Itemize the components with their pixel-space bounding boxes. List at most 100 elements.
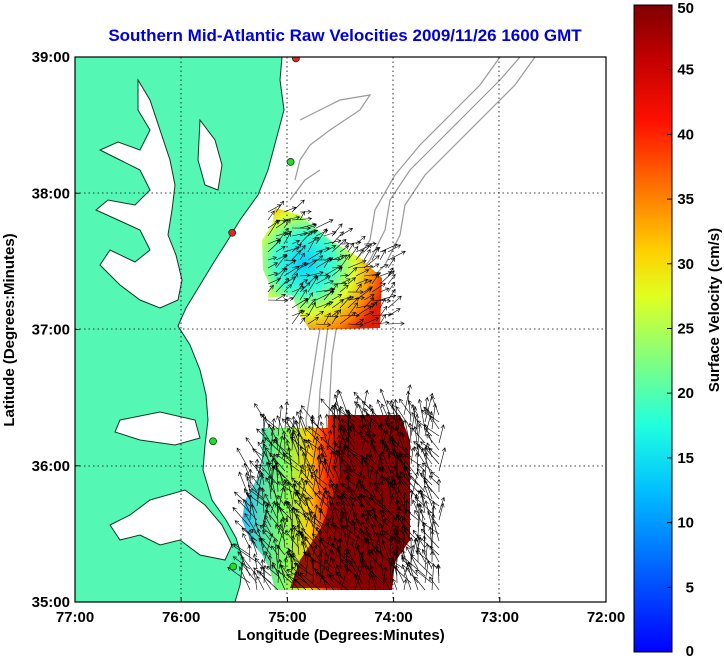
velocity-arrow <box>414 452 420 472</box>
velocity-arrow <box>293 562 314 577</box>
velocity-arrow <box>283 260 297 269</box>
velocity-arrow <box>379 270 395 285</box>
velocity-arrow <box>363 241 377 246</box>
velocity-arrow <box>262 529 272 542</box>
velocity-arrow <box>299 279 309 285</box>
velocity-arrow <box>291 566 314 591</box>
velocity-arrow <box>368 438 375 458</box>
velocity-arrow <box>367 429 377 458</box>
velocity-arrow <box>259 524 279 542</box>
velocity-arrow <box>304 536 321 563</box>
velocity-arrow <box>299 531 307 563</box>
velocity-arrow <box>323 565 335 577</box>
velocity-arrow <box>341 482 363 507</box>
velocity-arrow <box>274 462 279 493</box>
velocity-arrow <box>356 543 363 570</box>
velocity-arrow <box>394 533 412 549</box>
y-tick-label: 37:00 <box>32 322 70 339</box>
velocity-arrow <box>339 278 351 285</box>
velocity-arrow <box>340 418 363 437</box>
velocity-arrow <box>280 564 300 591</box>
velocity-arrow <box>291 216 313 222</box>
velocity-arrow <box>339 284 349 293</box>
y-tick-label: 38:00 <box>32 185 70 202</box>
velocity-arrow <box>311 558 316 584</box>
velocity-arrow <box>315 228 328 245</box>
grid-lines <box>75 57 606 602</box>
velocity-arrow <box>424 543 430 570</box>
velocity-arrow <box>247 484 265 500</box>
velocity-arrow <box>310 471 328 486</box>
velocity-arrow <box>346 453 356 472</box>
velocity-arrow <box>386 400 405 423</box>
velocity-arrow <box>342 469 356 479</box>
velocity-arrow <box>438 424 445 444</box>
velocity-arrow <box>414 493 420 507</box>
velocity-arrow <box>370 547 377 570</box>
velocity-arrow <box>379 563 384 577</box>
velocity-arrow <box>379 439 391 451</box>
velocity-arrow <box>387 288 396 301</box>
velocity-arrow <box>296 411 307 437</box>
velocity-arrow <box>429 415 440 430</box>
velocity-arrow <box>286 568 307 584</box>
velocity-arrow <box>310 510 328 535</box>
velocity-arrow <box>394 525 405 535</box>
velocity-arrow <box>399 475 419 500</box>
velocity-arrow <box>259 464 279 486</box>
velocity-arrow <box>413 425 419 451</box>
velocity-arrow <box>363 293 375 301</box>
velocity-arrow <box>237 499 258 521</box>
velocity-arrow <box>429 550 435 563</box>
velocity-arrow <box>325 522 335 535</box>
velocity-arrow <box>346 426 351 458</box>
velocity-arrow <box>265 477 279 500</box>
velocity-arrow <box>371 282 386 293</box>
velocity-arrow <box>341 424 356 444</box>
velocity-arrow <box>399 398 412 416</box>
velocity-arrow <box>401 557 419 577</box>
velocity-arrow <box>383 576 391 591</box>
velocity-arrow <box>399 471 419 493</box>
velocity-arrow <box>347 295 365 301</box>
velocity-arrow <box>428 475 440 486</box>
velocity-arrow <box>300 405 321 430</box>
velocity-arrow <box>307 250 323 261</box>
velocity-arrow <box>296 513 307 535</box>
velocity-arrow <box>326 518 331 542</box>
velocity-arrow <box>417 423 422 444</box>
velocity-arrow <box>339 313 361 318</box>
velocity-arrow <box>323 312 331 325</box>
velocity-arrow <box>378 456 384 472</box>
velocity-arrow <box>379 264 389 269</box>
velocity-arrow <box>275 200 285 213</box>
velocity-arrow <box>403 384 412 416</box>
velocity-arrow <box>333 524 338 542</box>
velocity-arrow <box>396 420 405 451</box>
velocity-arrow <box>361 521 370 535</box>
velocity-arrow <box>291 297 309 309</box>
velocity-arrow <box>277 404 284 437</box>
velocity-arrow <box>431 403 437 430</box>
velocity-arrow <box>423 477 433 500</box>
velocity-arrow <box>275 524 286 542</box>
velocity-arrow <box>368 403 377 423</box>
velocity-arrow <box>421 462 433 472</box>
velocity-arrow <box>416 534 440 556</box>
colorbar-tick-label: 0 <box>686 643 694 659</box>
velocity-arrow <box>259 413 279 430</box>
velocity-arrow <box>331 281 348 286</box>
velocity-arrow <box>312 414 322 444</box>
colorbar-tick-label: 10 <box>677 515 694 532</box>
velocity-arrow <box>331 267 343 277</box>
velocity-arrow <box>348 495 356 521</box>
velocity-arrow <box>416 420 440 437</box>
velocity-arrow <box>349 468 363 479</box>
velocity-arrow <box>299 288 307 301</box>
velocity-arrow <box>289 436 314 458</box>
velocity-arrow <box>331 299 345 309</box>
velocity-arrow <box>337 434 342 451</box>
velocity-arrow <box>376 550 398 570</box>
velocity-arrow <box>275 453 300 472</box>
